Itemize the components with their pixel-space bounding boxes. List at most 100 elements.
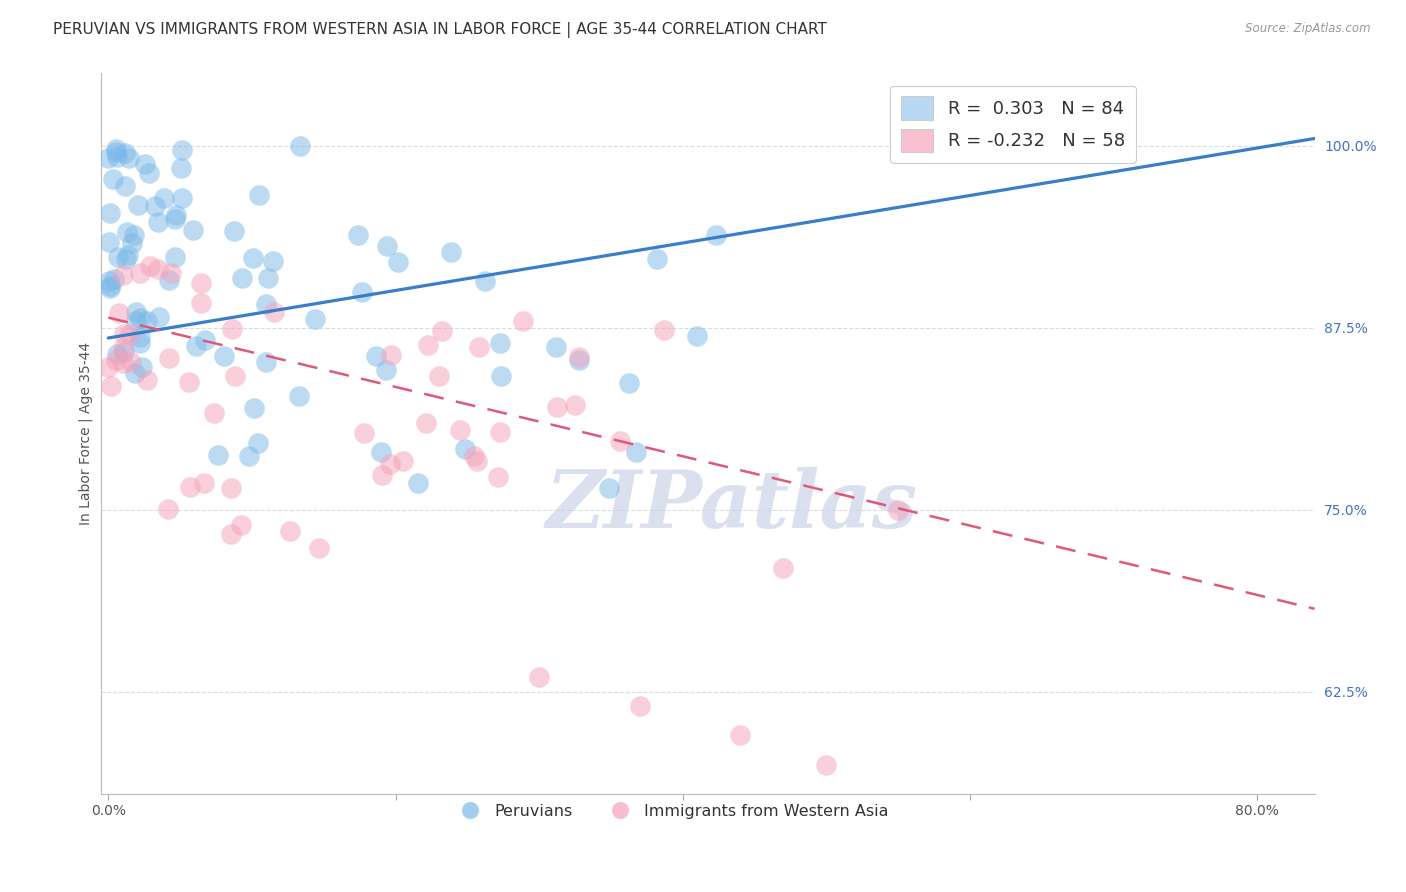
Point [254,297,277,311]
Point [617,376,640,391]
Point [544,340,567,354]
Point [179,480,201,494]
Point [157,351,180,365]
Point [100,379,122,393]
Point [512,314,534,328]
Point [157,273,180,287]
Point [628,699,651,714]
Point [124,305,146,319]
Point [652,323,675,337]
Point [246,436,269,450]
Point [193,334,215,348]
Point [430,324,453,338]
Point [139,259,162,273]
Point [290,139,312,153]
Point [134,157,156,171]
Point [108,305,131,319]
Point [124,366,146,380]
Text: PERUVIAN VS IMMIGRANTS FROM WESTERN ASIA IN LABOR FORCE | AGE 35-44 CORRELATION : PERUVIAN VS IMMIGRANTS FROM WESTERN ASIA… [53,22,827,38]
Point [380,349,402,363]
Point [353,425,375,440]
Point [231,271,253,285]
Point [238,449,260,463]
Legend: Peruvians, Immigrants from Western Asia: Peruvians, Immigrants from Western Asia [447,797,896,825]
Point [308,541,330,555]
Point [686,329,709,343]
Point [287,389,309,403]
Point [105,352,128,367]
Point [118,152,141,166]
Point [157,502,180,516]
Point [115,225,138,239]
Point [352,285,374,299]
Point [598,481,620,495]
Point [138,166,160,180]
Point [254,355,277,369]
Point [98,206,121,220]
Point [121,235,143,250]
Point [247,187,270,202]
Point [489,335,512,350]
Point [489,369,512,384]
Point [449,423,471,437]
Point [262,253,284,268]
Point [202,406,225,420]
Point [112,326,135,341]
Point [815,757,838,772]
Point [207,448,229,462]
Point [624,445,647,459]
Point [190,276,212,290]
Point [104,145,127,160]
Point [125,314,148,328]
Point [135,373,157,387]
Point [704,228,727,243]
Point [131,359,153,374]
Point [243,401,266,415]
Point [148,310,170,324]
Point [609,434,631,448]
Point [98,274,121,288]
Point [184,339,207,353]
Point [128,329,150,343]
Point [568,350,591,364]
Point [120,355,142,369]
Point [98,279,121,293]
Point [117,248,139,262]
Point [111,355,134,369]
Point [170,191,193,205]
Point [564,397,586,411]
Point [118,327,141,342]
Point [370,445,392,459]
Point [115,252,138,267]
Point [263,304,285,318]
Point [645,252,668,267]
Point [474,274,496,288]
Text: ZIPatlas: ZIPatlas [546,467,918,544]
Point [122,228,145,243]
Point [163,250,186,264]
Point [427,369,450,384]
Point [170,161,193,175]
Point [406,476,429,491]
Point [346,228,368,243]
Point [224,369,246,384]
Point [129,311,152,326]
Point [219,526,242,541]
Point [105,151,128,165]
Point [98,235,121,249]
Point [127,198,149,212]
Point [465,454,488,468]
Point [440,244,463,259]
Point [547,401,569,415]
Point [489,425,512,439]
Point [97,151,120,165]
Point [146,215,169,229]
Point [111,268,134,282]
Point [153,191,176,205]
Point [183,223,205,237]
Point [378,457,401,471]
Point [728,728,751,742]
Point [278,524,301,538]
Point [257,271,280,285]
Point [190,296,212,310]
